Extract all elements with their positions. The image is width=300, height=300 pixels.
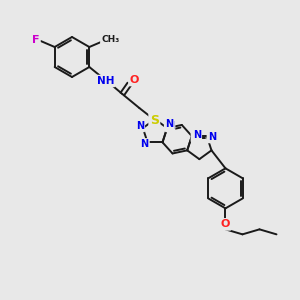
Text: N: N xyxy=(166,121,174,131)
Text: CH₃: CH₃ xyxy=(101,34,119,43)
Text: N: N xyxy=(136,121,144,131)
Text: O: O xyxy=(221,219,230,230)
Text: S: S xyxy=(150,113,159,127)
Text: F: F xyxy=(32,35,39,45)
Text: N: N xyxy=(208,132,216,142)
Text: O: O xyxy=(130,75,139,85)
Text: N: N xyxy=(193,130,201,140)
Text: N: N xyxy=(165,119,173,129)
Text: N: N xyxy=(140,139,148,149)
Text: NH: NH xyxy=(97,76,114,86)
Text: N: N xyxy=(192,131,200,141)
